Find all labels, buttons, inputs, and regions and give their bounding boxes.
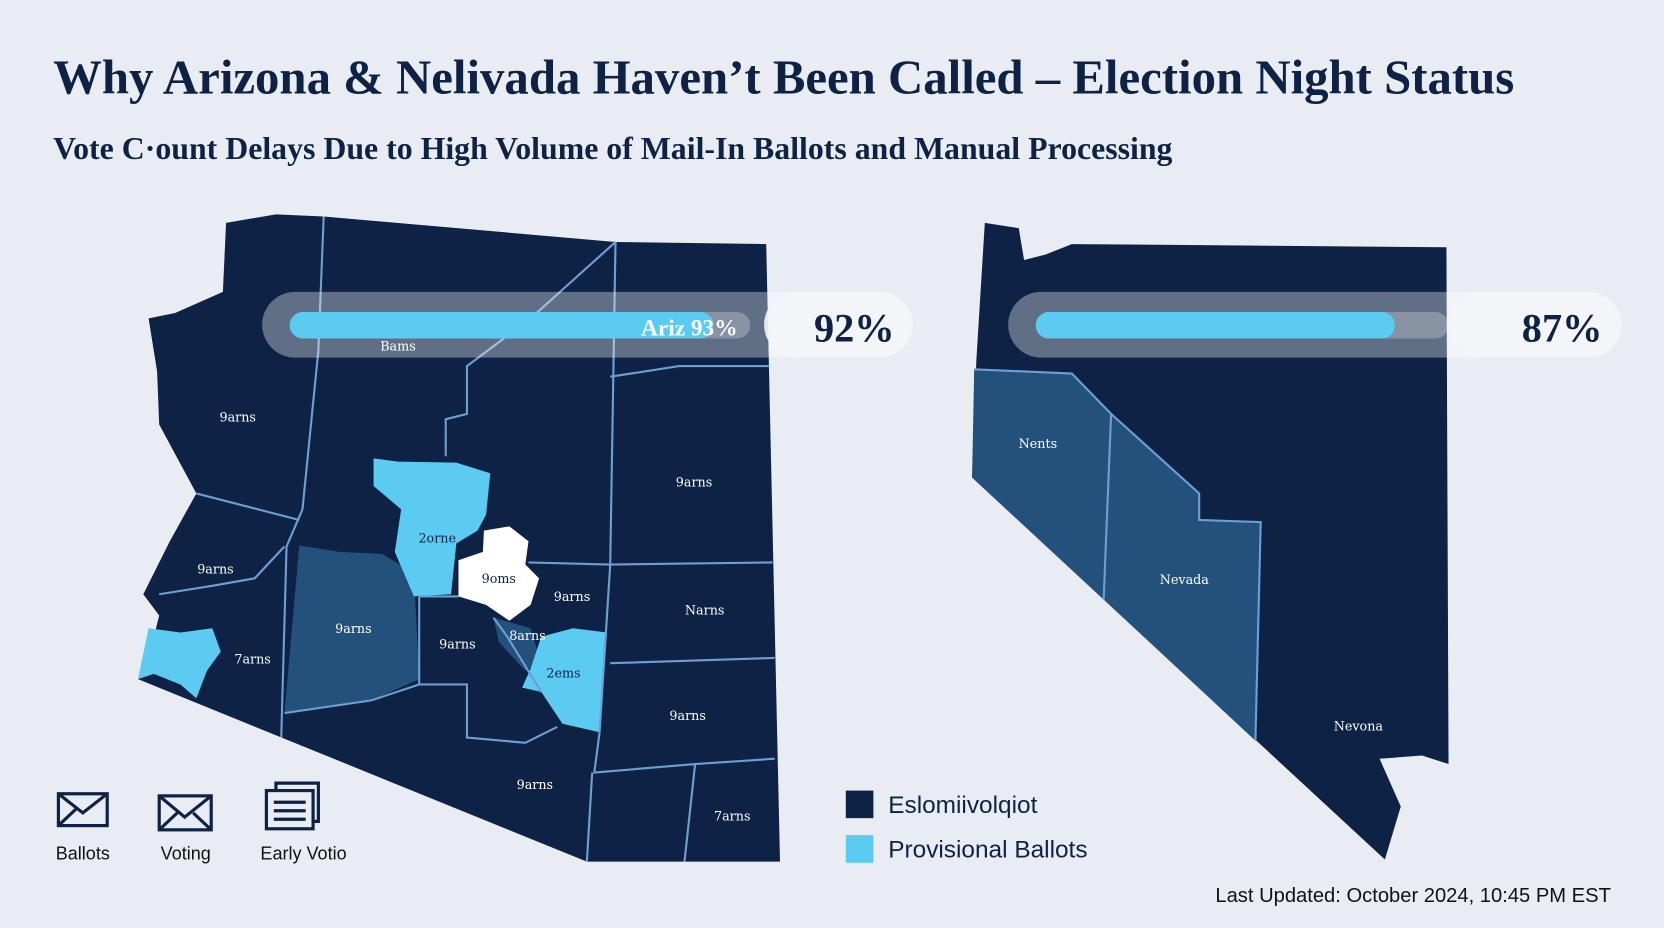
legend-label: Provisional Ballots (888, 836, 1087, 863)
county-label: 9arns (554, 590, 590, 605)
icon-label: Voting (161, 844, 211, 864)
county-label: 7arns (714, 810, 750, 825)
county-label: Nevona (1334, 719, 1384, 734)
envelope-flap (57, 792, 109, 815)
title: Why Arizona & Nelivada Haven’t Been Call… (53, 50, 1514, 104)
progress-pill-end (1448, 291, 1622, 358)
envelope-fold (158, 811, 179, 832)
arizona-progress: Ariz 93% 92% (262, 291, 913, 358)
envelope-flap (158, 794, 213, 820)
progress-fill (1035, 311, 1395, 339)
county-label: 9arns (669, 709, 705, 724)
county-label: 7arns (234, 653, 270, 668)
progress-value: 87% (1522, 306, 1603, 351)
nevada-map: Nents Nevada Nevona (972, 222, 1449, 860)
legend-label: Eslomiivolqiot (888, 792, 1037, 819)
county-label: 9arns (439, 638, 475, 653)
bar-label: Ariz 93% (641, 315, 738, 341)
county-label: 9arns (676, 475, 712, 490)
legend-swatch (845, 790, 874, 819)
county-label: 2ems (546, 666, 580, 681)
county-label: 8arns (509, 629, 545, 644)
subtitle: Vote C·ount Delays Due to High Volume of… (53, 131, 1172, 166)
county-label: 9arns (197, 562, 233, 577)
icon-label: Early Votio (260, 844, 346, 864)
county-label: 9arns (219, 411, 255, 426)
progress-fill (289, 311, 714, 339)
arizona-map: Bams 9arns 9arns 7arns 9arns 2orne 9oms … (137, 214, 781, 862)
nevada-progress: 87% (1008, 291, 1622, 358)
county-label: 9arns (517, 778, 553, 793)
envelope-fold (57, 807, 78, 827)
legend: Eslomiivolqiot Provisional Ballots (845, 790, 1088, 863)
document-icon (264, 788, 315, 831)
county-label: Narns (685, 604, 725, 619)
county-label: 2orne (418, 532, 456, 547)
legend-swatch (845, 835, 874, 863)
icons (56, 781, 320, 832)
envelope-icon (56, 792, 109, 828)
icon-label: Ballots (56, 844, 110, 864)
progress-pill-end (764, 291, 913, 358)
progress-value: 92% (814, 306, 895, 351)
footer: Last Updated: October 2024, 10:45 PM EST (1215, 885, 1611, 907)
envelope-fold (192, 811, 213, 832)
county-label: 9arns (335, 622, 371, 637)
county-label: Bams (380, 340, 416, 355)
county-label: Nents (1019, 437, 1058, 452)
county-label: Nevada (1160, 573, 1210, 588)
document-back (274, 781, 320, 823)
envelope-icon (157, 794, 213, 832)
county-label: 9oms (482, 572, 516, 587)
